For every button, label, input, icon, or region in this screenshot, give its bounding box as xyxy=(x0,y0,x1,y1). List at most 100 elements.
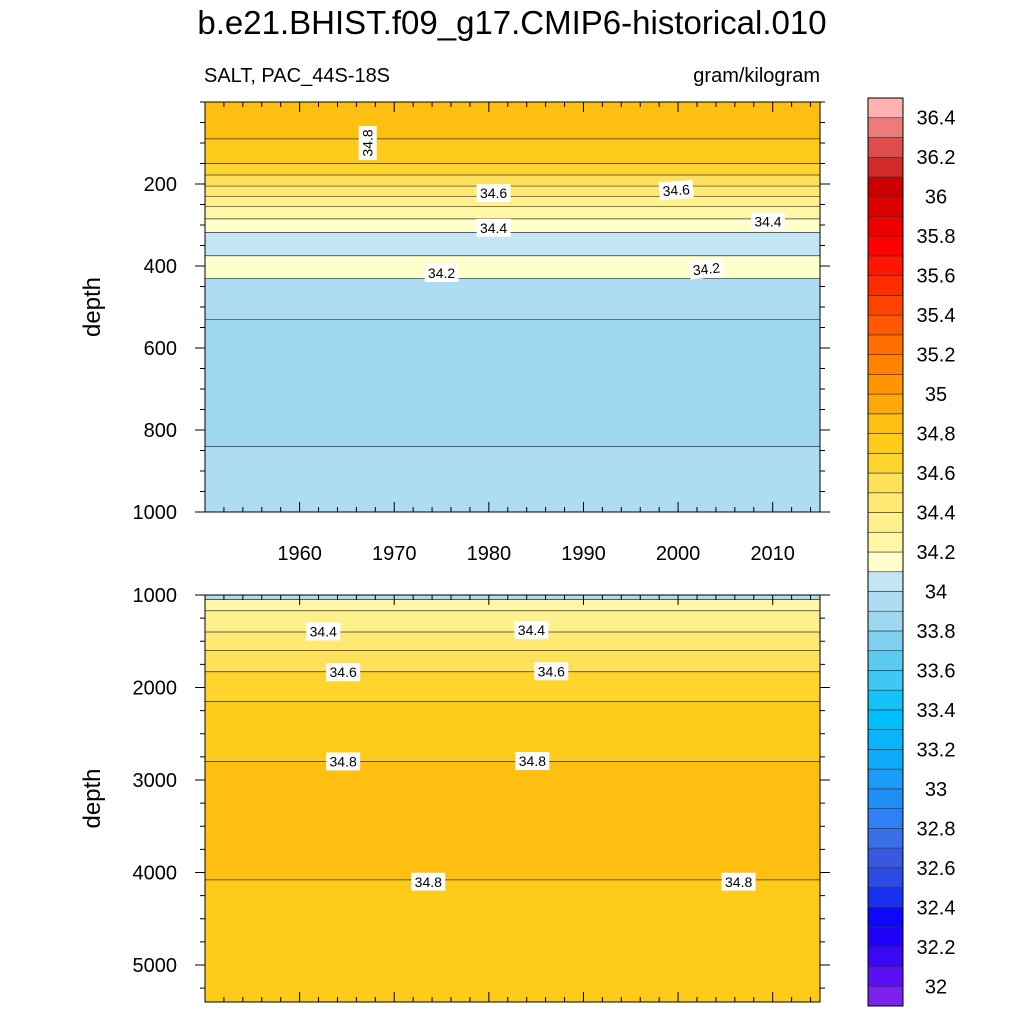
x-tick-label: 1960 xyxy=(277,543,322,565)
contour-label-bg xyxy=(476,218,511,237)
colorbar-swatch xyxy=(867,768,904,790)
colorbar-label: 33.8 xyxy=(917,621,956,643)
colorbar-swatch xyxy=(867,630,904,651)
colorbar-swatch xyxy=(867,670,904,691)
contour-label-upper-1: 34.6 xyxy=(476,184,511,203)
band-upper-7 xyxy=(205,218,820,233)
band-lower-2 xyxy=(205,610,820,632)
chart-right-subtitle: gram/kilogram xyxy=(693,65,820,87)
band-upper-4 xyxy=(205,186,820,197)
contour-label-lower-5: 34.8 xyxy=(515,752,550,771)
contour-label-text: 34.6 xyxy=(662,181,691,199)
colorbar-label: 33.6 xyxy=(917,660,956,682)
colorbar-label: 34.6 xyxy=(917,463,956,485)
band-upper-0 xyxy=(205,102,820,139)
band-lower-3 xyxy=(205,632,820,651)
colorbar-swatch xyxy=(867,985,904,1007)
contour-label-bg xyxy=(658,179,694,201)
band-lower-8 xyxy=(205,879,820,1002)
y-tick-label: 400 xyxy=(144,256,177,278)
contour-label-bg xyxy=(534,662,569,681)
colorbar-label: 33.4 xyxy=(917,700,956,722)
contour-label-bg xyxy=(424,263,459,282)
band-upper-11 xyxy=(205,319,820,447)
contour-label-text: 34.4 xyxy=(310,624,337,640)
y-tick-label: 2000 xyxy=(133,678,178,700)
x-tick-label: 2010 xyxy=(750,543,795,565)
y-axis-label: depth xyxy=(79,768,106,828)
contour-label-text: 34.4 xyxy=(754,214,781,230)
colorbar-swatch xyxy=(867,433,904,454)
y-tick-label: 1000 xyxy=(133,502,178,524)
colorbar-frame xyxy=(867,97,904,1007)
contour-label-upper-4: 34.4 xyxy=(750,212,785,231)
colorbar-swatch xyxy=(867,295,904,316)
colorbar-swatch xyxy=(867,97,904,119)
contour-label-bg xyxy=(306,622,341,641)
colorbar-label: 33 xyxy=(925,779,947,801)
contour-label-bg xyxy=(326,752,361,771)
colorbar-swatch xyxy=(867,808,904,829)
colorbar-swatch xyxy=(867,946,904,967)
colorbar-swatch xyxy=(867,156,904,178)
panel-upper: 34.8 34.6 34.6 34.4 34.4 34.2 34.2 1960 1970 1980… xyxy=(79,101,830,565)
y-tick-label: 600 xyxy=(144,338,177,360)
band-upper-2 xyxy=(205,163,820,175)
contour-label-text: 34.8 xyxy=(360,129,376,156)
y-tick-label: 200 xyxy=(144,174,177,196)
colorbar-swatch xyxy=(867,709,904,730)
contour-label-bg xyxy=(721,872,756,891)
x-tick-label: 1990 xyxy=(561,543,606,565)
colorbar-swatch xyxy=(867,275,904,296)
colorbar-swatch xyxy=(867,117,904,138)
x-tick-label: 1970 xyxy=(372,543,417,565)
contour-label-upper-3: 34.4 xyxy=(476,218,511,237)
contour-label-text: 34.2 xyxy=(692,259,721,278)
colorbar-label: 35.2 xyxy=(917,345,956,367)
chart-title: b.e21.BHIST.f09_g17.CMIP6-historical.010 xyxy=(197,4,826,41)
colorbar-swatch xyxy=(867,512,904,533)
contour-label-bg xyxy=(515,752,550,771)
colorbar-label: 32.6 xyxy=(917,858,956,880)
band-lower-4 xyxy=(205,650,820,672)
y-tick-label: 800 xyxy=(144,420,177,442)
colorbar-label: 32 xyxy=(925,976,947,998)
band-upper-10 xyxy=(205,278,820,320)
colorbar-label: 35.4 xyxy=(917,305,956,327)
contour-label-text: 34.8 xyxy=(725,874,752,890)
contour-label-lower-2: 34.6 xyxy=(326,663,361,682)
colorbar-swatch xyxy=(867,610,904,632)
colorbar-swatch xyxy=(867,314,904,336)
colorbar-swatch xyxy=(867,354,904,375)
colorbar-swatch xyxy=(867,729,904,750)
contour-label-text: 34.2 xyxy=(428,265,455,281)
band-upper-8 xyxy=(205,232,820,256)
colorbar-swatch xyxy=(867,235,904,257)
colorbar-label: 33.2 xyxy=(917,739,956,761)
contour-label-text: 34.4 xyxy=(518,622,545,638)
colorbar-label: 35 xyxy=(925,384,947,406)
colorbar-label: 32.2 xyxy=(917,937,956,959)
colorbar-label: 34.2 xyxy=(917,542,956,564)
contour-label-text: 34.4 xyxy=(480,220,507,236)
band-upper-1 xyxy=(205,138,820,164)
colorbar-swatch xyxy=(867,966,904,987)
band-upper-5 xyxy=(205,196,820,207)
colorbar-swatch xyxy=(867,196,904,217)
plot-frame-lower xyxy=(204,594,821,1003)
colorbar-swatch xyxy=(867,374,904,395)
colorbar-label: 35.6 xyxy=(917,266,956,288)
y-tick-label: 1000 xyxy=(133,585,178,607)
colorbar-swatch xyxy=(867,926,904,948)
colorbar-swatch xyxy=(867,472,904,494)
colorbar-swatch xyxy=(867,531,904,553)
x-tick-label: 1980 xyxy=(467,543,512,565)
colorbar-swatch xyxy=(867,847,904,869)
contour-label-lower-6: 34.8 xyxy=(411,872,446,891)
contour-label-bg xyxy=(750,212,785,231)
contour-label-lower-1: 34.4 xyxy=(514,621,549,640)
colorbar-swatch xyxy=(867,334,904,355)
contour-label-text: 34.8 xyxy=(415,874,442,890)
contour-label-text: 34.6 xyxy=(480,185,507,201)
colorbar: 32 32.2 32.4 32.6 32.8 33 33.2 33.4 33.6 33.8 34 34… xyxy=(867,97,956,1007)
